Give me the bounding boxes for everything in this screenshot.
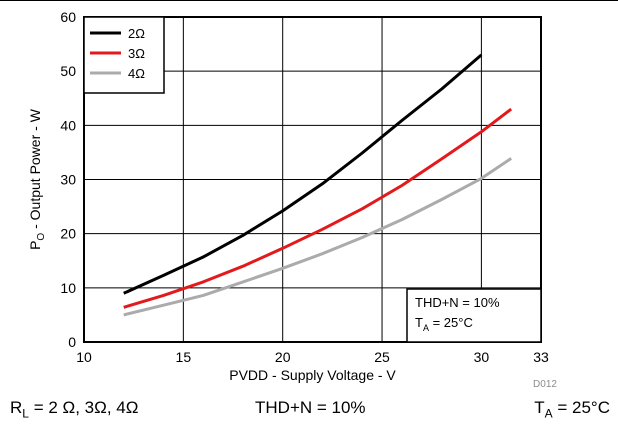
annotation-ta-sub: A <box>423 323 429 333</box>
y-tick-label: 20 <box>60 226 76 242</box>
x-tick-label: 30 <box>474 349 490 365</box>
conditions-footer: RL = 2 Ω, 3Ω, 4Ω THD+N = 10% TA = 25°C <box>0 398 618 422</box>
footer-thd: THD+N = 10% <box>255 398 366 417</box>
x-tick-label: 10 <box>76 349 92 365</box>
series-line-3ohm <box>123 107 513 309</box>
footer-ta-prefix: T <box>534 398 545 417</box>
y-tick-label: 0 <box>68 334 76 350</box>
legend: 2Ω 3Ω 4Ω <box>83 16 165 94</box>
series-lines <box>123 53 513 317</box>
y-axis-label-prefix: P <box>27 241 43 250</box>
x-tick-label: 20 <box>275 349 291 365</box>
annotation-frame <box>406 288 542 343</box>
footer-rl-sub: L <box>22 406 29 421</box>
y-axis-label-sub: O <box>36 233 47 241</box>
footer-rl-prefix: R <box>10 398 23 417</box>
legend-label: 4Ω <box>128 66 145 81</box>
x-tick-label: 33 <box>533 349 549 365</box>
annotation-ta-prefix: T <box>415 315 423 330</box>
y-tick-label: 50 <box>60 63 76 79</box>
series-line-2ohm <box>123 53 483 295</box>
y-tick-label: 30 <box>60 172 76 188</box>
footer-rl-rest: = 2 Ω, 3Ω, 4Ω <box>28 398 139 417</box>
series-line-4ohm <box>123 157 513 317</box>
figure-id: D012 <box>533 379 557 390</box>
y-axis-label-rest: - Output Power - W <box>27 108 43 232</box>
annotation-ta-rest: = 25°C <box>429 315 473 330</box>
legend-label: 3Ω <box>128 46 145 61</box>
x-tick-label: 15 <box>176 349 192 365</box>
plot-frame <box>83 16 542 343</box>
legend-box <box>83 16 165 94</box>
x-axis-label: PVDD - Supply Voltage - V <box>229 367 396 383</box>
legend-label: 2Ω <box>128 26 145 41</box>
footer-ta-sub: A <box>544 406 553 421</box>
annotation-box: THD+N = 10% TA = 25°C <box>406 288 542 343</box>
x-tick-labels: 10 15 20 25 30 33 <box>76 349 549 365</box>
x-tick-label: 25 <box>374 349 390 365</box>
y-axis-label: PO - Output Power - W <box>27 108 47 250</box>
y-tick-labels: 0 10 20 30 40 50 60 <box>60 9 76 350</box>
footer-ta-rest: = 25°C <box>552 398 610 417</box>
annotation-thd: THD+N = 10% <box>415 295 500 310</box>
footer-load-resistance: RL = 2 Ω, 3Ω, 4Ω <box>10 398 138 420</box>
annotation-ta: TA = 25°C <box>415 315 473 333</box>
footer-ambient-temp: TA = 25°C <box>534 398 610 420</box>
top-rule <box>0 0 618 1</box>
y-tick-label: 60 <box>60 9 76 25</box>
y-tick-label: 40 <box>60 117 76 133</box>
y-tick-label: 10 <box>60 280 76 296</box>
